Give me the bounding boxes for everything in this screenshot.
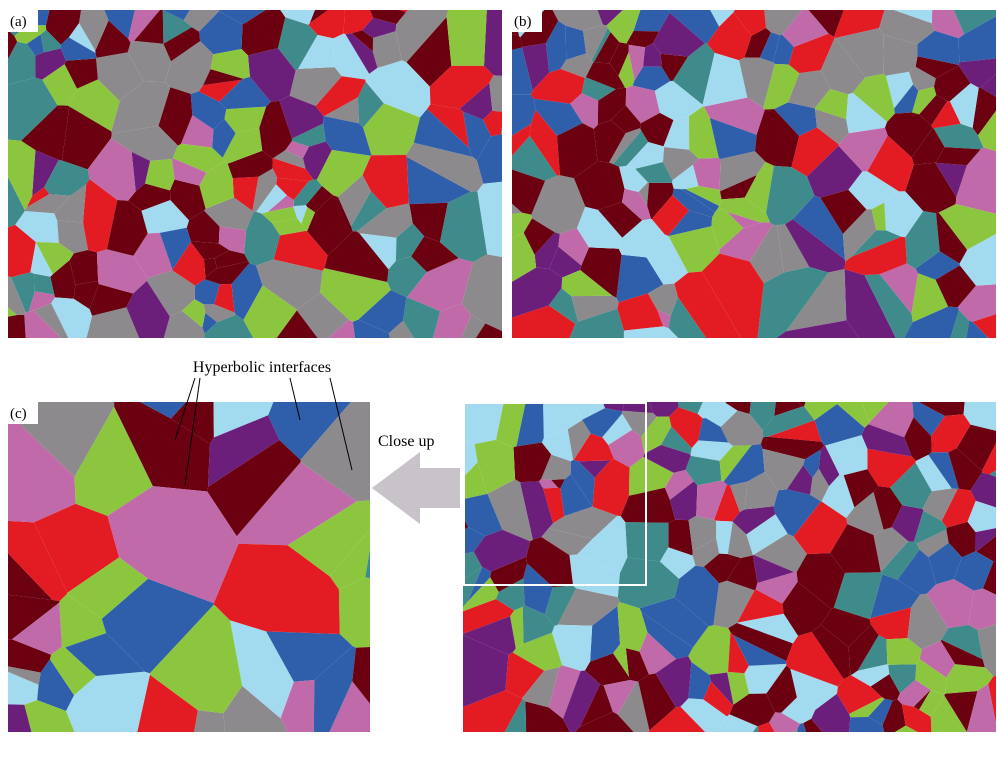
panel-b	[492, 0, 997, 358]
panel-c	[0, 382, 390, 752]
panel-label: (c)	[10, 406, 27, 422]
grain	[314, 0, 349, 5]
figure: (a) (b) (c) Close up Hyperbolic interfac…	[0, 0, 997, 759]
panel-label: (b)	[514, 14, 532, 30]
grain	[447, 0, 488, 66]
grain	[589, 0, 623, 7]
grain	[778, 729, 800, 752]
arrow	[372, 452, 460, 524]
grain	[956, 338, 997, 359]
panel-label: (a)	[10, 14, 27, 30]
grain	[623, 382, 653, 413]
grain	[0, 315, 27, 358]
grain	[339, 577, 390, 647]
panel-d	[443, 382, 997, 752]
interfaces-label: Hyperbolic interfaces	[193, 359, 331, 376]
panel-a	[0, 0, 522, 358]
close-up-label: Close up	[378, 433, 434, 450]
